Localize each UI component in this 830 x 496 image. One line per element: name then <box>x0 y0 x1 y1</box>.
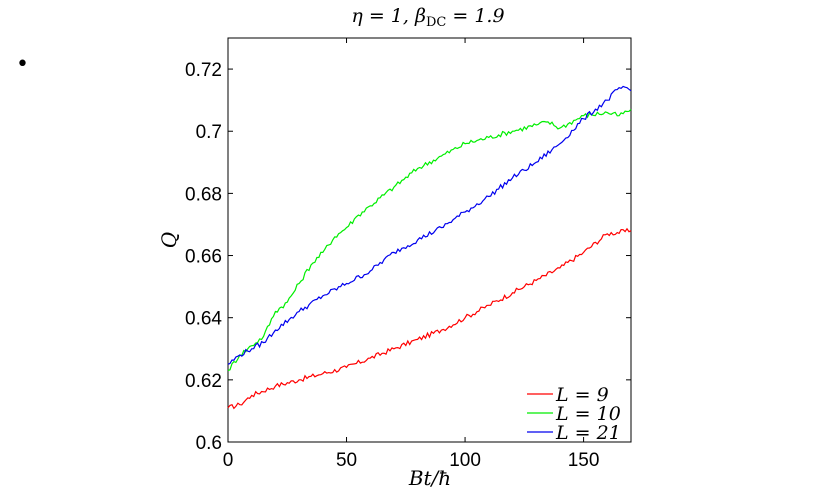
y-tick-label: 0.64 <box>185 309 222 330</box>
legend-label-3: L = 21 <box>555 422 621 444</box>
series-line-2 <box>227 109 632 372</box>
y-axis-label: Q <box>157 232 181 248</box>
ticks-layer: 0 50 100 150 0.6 0.62 0.64 0.66 0.68 0.7 0.72 <box>185 38 631 471</box>
chart-title: η = 1, βDC = 1.9 <box>351 5 504 30</box>
series-line-3 <box>227 85 632 365</box>
bullet-marker: • <box>16 52 29 77</box>
legend: L = 9L = 10L = 21 <box>527 384 621 444</box>
x-tick-label: 150 <box>568 450 600 471</box>
x-tick-label: 0 <box>223 450 234 471</box>
x-axis-label: Bt/ħ <box>408 466 451 490</box>
y-tick-label: 0.7 <box>196 122 222 143</box>
plot-frame <box>227 37 632 443</box>
x-tick-label: 50 <box>336 450 357 471</box>
legend-label-2: L = 10 <box>555 403 621 425</box>
y-tick-label: 0.68 <box>185 184 222 205</box>
series-layer <box>227 85 632 410</box>
y-tick-label: 0.66 <box>185 247 222 268</box>
y-tick-label: 0.72 <box>185 60 222 81</box>
series-line-1 <box>227 227 632 410</box>
y-tick-label: 0.62 <box>185 371 222 392</box>
plot-area <box>227 37 632 443</box>
y-tick-label: 0.6 <box>196 433 222 454</box>
x-tick-label: 100 <box>449 450 481 471</box>
legend-label-1: L = 9 <box>555 384 609 406</box>
